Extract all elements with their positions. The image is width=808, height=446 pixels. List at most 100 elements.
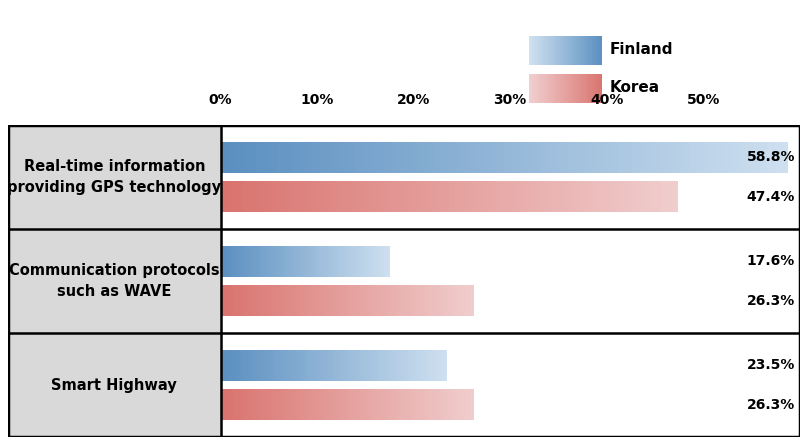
Bar [282,246,284,277]
Bar [545,74,547,103]
Bar [319,285,322,316]
Bar [553,74,554,103]
Bar [303,389,306,421]
Bar [449,285,452,316]
Bar [531,74,532,103]
Bar [618,141,625,173]
Bar [402,389,405,421]
Bar [246,285,249,316]
Bar [305,246,308,277]
Bar [256,141,263,173]
Bar [449,389,452,421]
Bar [343,350,345,381]
Bar [262,285,265,316]
Bar [312,181,318,212]
Bar [553,36,554,65]
Bar [436,350,439,381]
Bar [587,181,592,212]
Text: Communication protocols
such as WAVE: Communication protocols such as WAVE [9,263,220,299]
Bar [308,246,309,277]
Bar [252,389,255,421]
Bar [284,285,287,316]
Bar [369,141,377,173]
Bar [221,141,228,173]
Bar [333,246,335,277]
Bar [306,285,309,316]
Bar [416,350,419,381]
Bar [574,74,576,103]
Bar [231,246,234,277]
Bar [352,246,355,277]
Bar [229,350,232,381]
Bar [577,36,579,65]
Bar [278,389,281,421]
Bar [427,389,430,421]
Bar [448,141,455,173]
Bar [280,350,283,381]
Text: 47.4%: 47.4% [747,190,795,204]
Bar [739,141,746,173]
Bar [591,74,593,103]
Bar [384,246,386,277]
Bar [373,285,376,316]
Bar [408,389,411,421]
Bar [242,285,246,316]
Bar [347,181,352,212]
Bar [541,74,542,103]
Bar [221,333,800,437]
Bar [225,246,227,277]
Bar [538,36,540,65]
Bar [564,36,566,65]
Bar [297,246,299,277]
Bar [311,350,314,381]
Bar [533,36,535,65]
Text: 26.3%: 26.3% [747,398,795,412]
Bar [415,389,418,421]
Bar [410,181,415,212]
Bar [544,36,545,65]
Bar [573,36,574,65]
Bar [767,141,774,173]
Bar [367,389,370,421]
Bar [571,74,573,103]
Bar [265,389,268,421]
Bar [221,181,226,212]
Bar [568,141,575,173]
Bar [299,141,305,173]
Bar [322,389,326,421]
Bar [399,350,402,381]
Bar [338,389,341,421]
Bar [249,181,255,212]
Bar [257,246,259,277]
Bar [318,181,323,212]
Bar [243,181,249,212]
Bar [344,389,347,421]
Bar [334,141,341,173]
Text: 50%: 50% [687,93,720,107]
Bar [532,74,533,103]
Bar [555,36,557,65]
Bar [593,36,595,65]
Bar [529,36,531,65]
Bar [548,74,549,103]
Bar [234,285,237,316]
Bar [583,74,584,103]
Text: 23.5%: 23.5% [747,358,795,372]
Bar [611,141,618,173]
Bar [338,246,339,277]
Bar [440,141,448,173]
Bar [297,350,300,381]
Bar [268,285,271,316]
Bar [320,350,322,381]
Bar [379,389,382,421]
Bar [529,74,531,103]
Bar [385,350,388,381]
Text: 30%: 30% [494,93,527,107]
Bar [596,74,598,103]
Bar [639,141,646,173]
Bar [335,246,338,277]
Bar [339,246,342,277]
Bar [592,181,598,212]
Bar [230,389,234,421]
Bar [246,389,249,421]
